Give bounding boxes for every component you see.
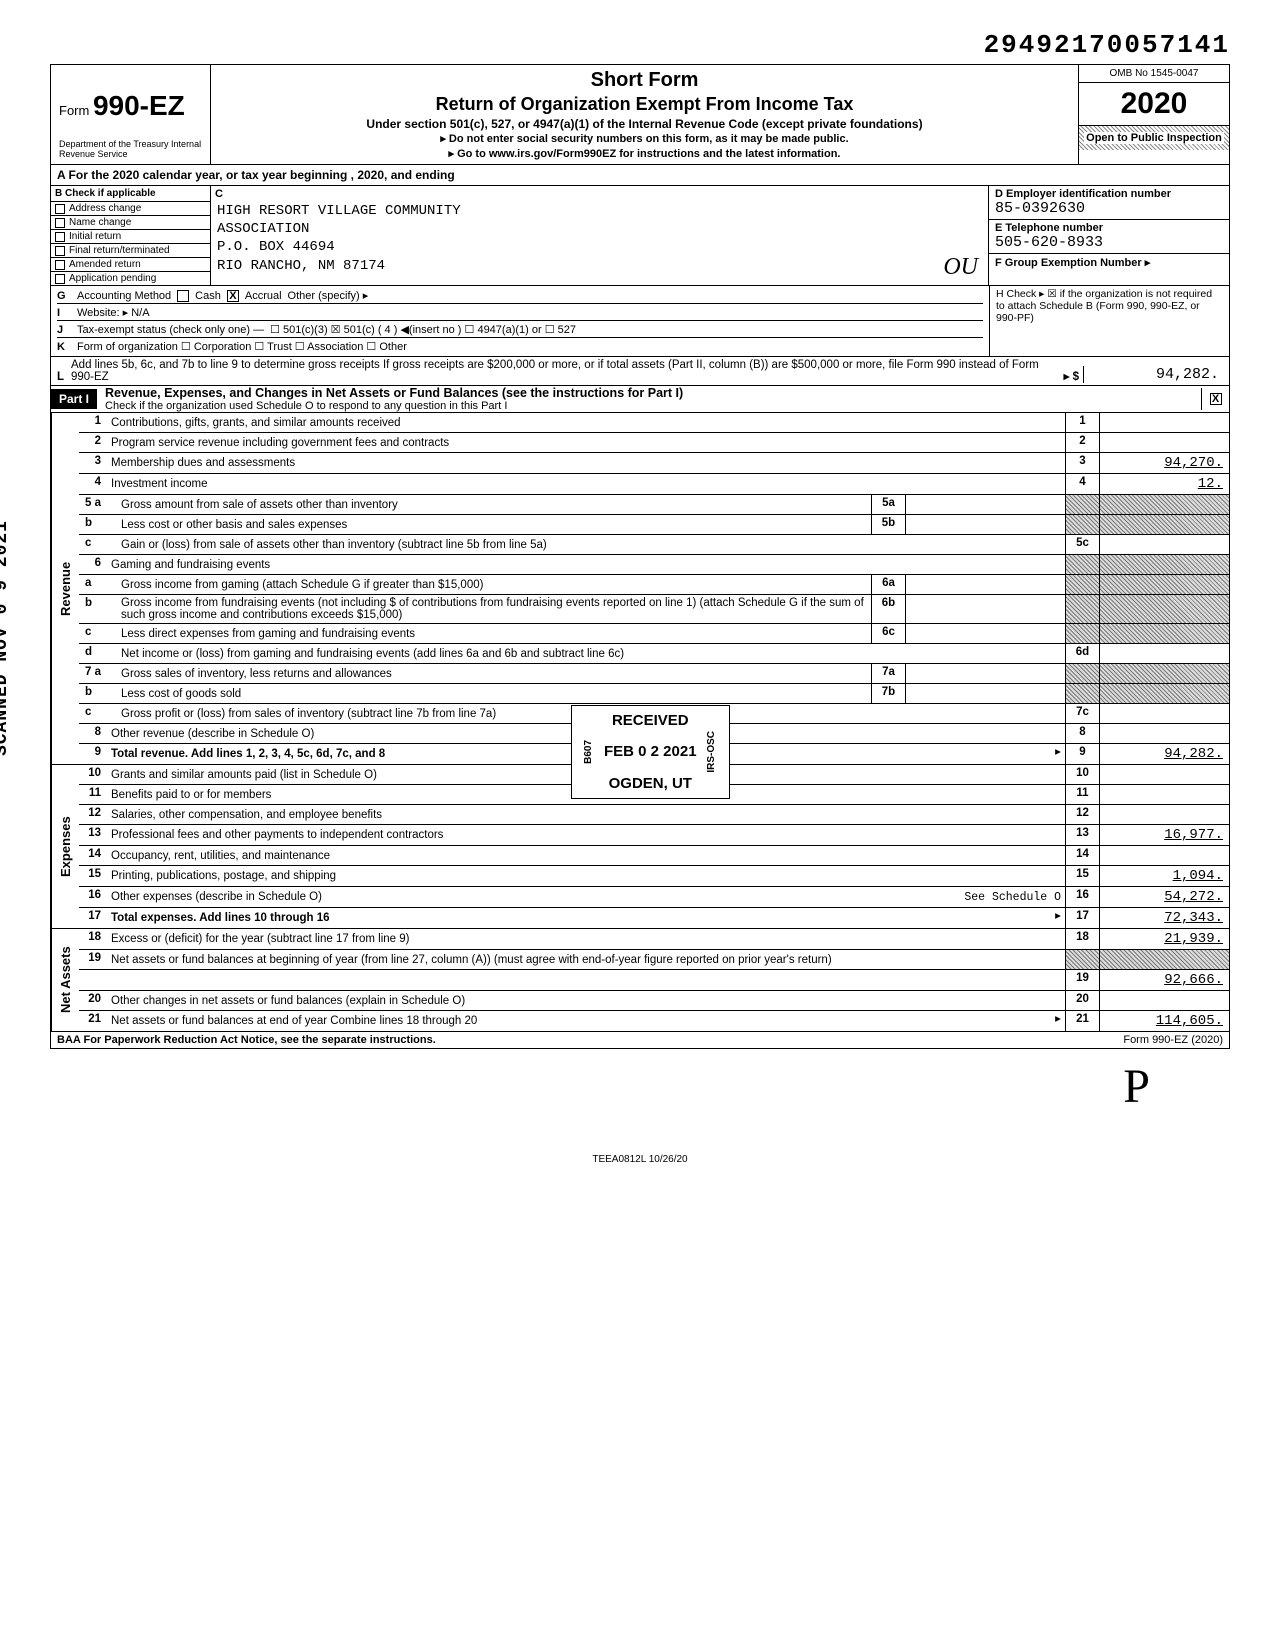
open-to-public: Open to Public Inspection xyxy=(1079,126,1229,150)
footer: BAA For Paperwork Reduction Act Notice, … xyxy=(50,1031,1230,1049)
line-16-val: 54,272. xyxy=(1099,887,1229,907)
expenses-grid: Expenses 10Grants and similar amounts pa… xyxy=(50,764,1230,928)
line-19-val: 92,666. xyxy=(1099,970,1229,990)
line-9-total-revenue: 94,282. xyxy=(1099,744,1229,764)
line-18-val: 21,939. xyxy=(1099,929,1229,949)
phone-value: 505-620-8933 xyxy=(995,234,1223,251)
initials-stamp: OU xyxy=(943,254,978,281)
phone-label: E Telephone number xyxy=(995,222,1223,234)
part-1-header: Part I Revenue, Expenses, and Changes in… xyxy=(50,385,1230,412)
dept-label: Department of the Treasury Internal Reve… xyxy=(59,140,202,160)
tee-code: TEEA0812L 10/26/20 xyxy=(50,1154,1230,1165)
schedule-o-check: X xyxy=(1210,393,1222,405)
expenses-label: Expenses xyxy=(51,765,79,928)
net-assets-label: Net Assets xyxy=(51,929,79,1031)
see-schedule-o: See Schedule O xyxy=(964,891,1061,904)
org-name-1: HIGH RESORT VILLAGE COMMUNITY xyxy=(217,202,982,220)
h-check: H Check ▸ ☒ if the organization is not r… xyxy=(996,288,1223,324)
row-a-calendar-year: A For the 2020 calendar year, or tax yea… xyxy=(50,164,1230,185)
line-13-val: 16,977. xyxy=(1099,825,1229,845)
org-addr-2: RIO RANCHO, NM 87174 xyxy=(217,257,982,275)
form-of-org: Form of organization ☐ Corporation ☐ Tru… xyxy=(77,340,407,353)
ein-label: D Employer identification number xyxy=(995,188,1223,200)
form-header: Form 990-EZ Department of the Treasury I… xyxy=(50,64,1230,164)
gross-receipts-total: 94,282. xyxy=(1083,366,1223,383)
tax-exempt-opts: ☐ 501(c)(3) ☒ 501(c) ( 4 ) ◀(insert no )… xyxy=(270,323,576,336)
footer-right: Form 990-EZ (2020) xyxy=(1123,1034,1223,1046)
line-17-total-expenses: 72,343. xyxy=(1099,908,1229,928)
barcode-number: 29492170057141 xyxy=(984,30,1230,60)
website: Website: ▸ N/A xyxy=(77,306,150,319)
subtitle-1: Under section 501(c), 527, or 4947(a)(1)… xyxy=(219,117,1070,131)
col-de: D Employer identification number 85-0392… xyxy=(989,186,1229,285)
org-addr-1: P.O. BOX 44694 xyxy=(217,238,982,256)
row-ghijk: G Accounting Method Cash XAccrual Other … xyxy=(50,285,1230,356)
line-4-val: 12. xyxy=(1099,474,1229,494)
revenue-label: Revenue xyxy=(51,413,79,764)
section-bcdef: B Check if applicable Address change Nam… xyxy=(50,185,1230,285)
footer-left: BAA For Paperwork Reduction Act Notice, … xyxy=(57,1034,436,1046)
line-3-val: 94,270. xyxy=(1099,453,1229,473)
scanned-stamp: SCANNED NOV 0 9 2021 xyxy=(0,520,12,756)
group-exemption-label: F Group Exemption Number ▸ xyxy=(995,256,1223,269)
row-l: L Add lines 5b, 6c, and 7b to line 9 to … xyxy=(50,356,1230,385)
tax-year: 2020 xyxy=(1079,83,1229,126)
line-15-val: 1,094. xyxy=(1099,866,1229,886)
signature-mark: P xyxy=(50,1059,1230,1114)
revenue-grid: Revenue 1Contributions, gifts, grants, a… xyxy=(50,412,1230,764)
col-c-org-info: C HIGH RESORT VILLAGE COMMUNITY ASSOCIAT… xyxy=(211,186,989,285)
line-21-val: 114,605. xyxy=(1099,1011,1229,1031)
col-b-check-applicable: B Check if applicable Address change Nam… xyxy=(51,186,211,285)
title-short: Short Form xyxy=(219,69,1070,92)
omb-number: OMB No 1545-0047 xyxy=(1079,65,1229,83)
net-assets-grid: Net Assets 18Excess or (deficit) for the… xyxy=(50,928,1230,1031)
org-name-2: ASSOCIATION xyxy=(217,220,982,238)
subtitle-2: ▸ Do not enter social security numbers o… xyxy=(219,132,1070,145)
goto-link: ▸ Go to www.irs.gov/Form990EZ for instru… xyxy=(219,147,1070,160)
form-number: Form 990-EZ xyxy=(59,90,202,122)
ein-value: 85-0392630 xyxy=(995,200,1223,217)
title-main: Return of Organization Exempt From Incom… xyxy=(219,94,1070,115)
